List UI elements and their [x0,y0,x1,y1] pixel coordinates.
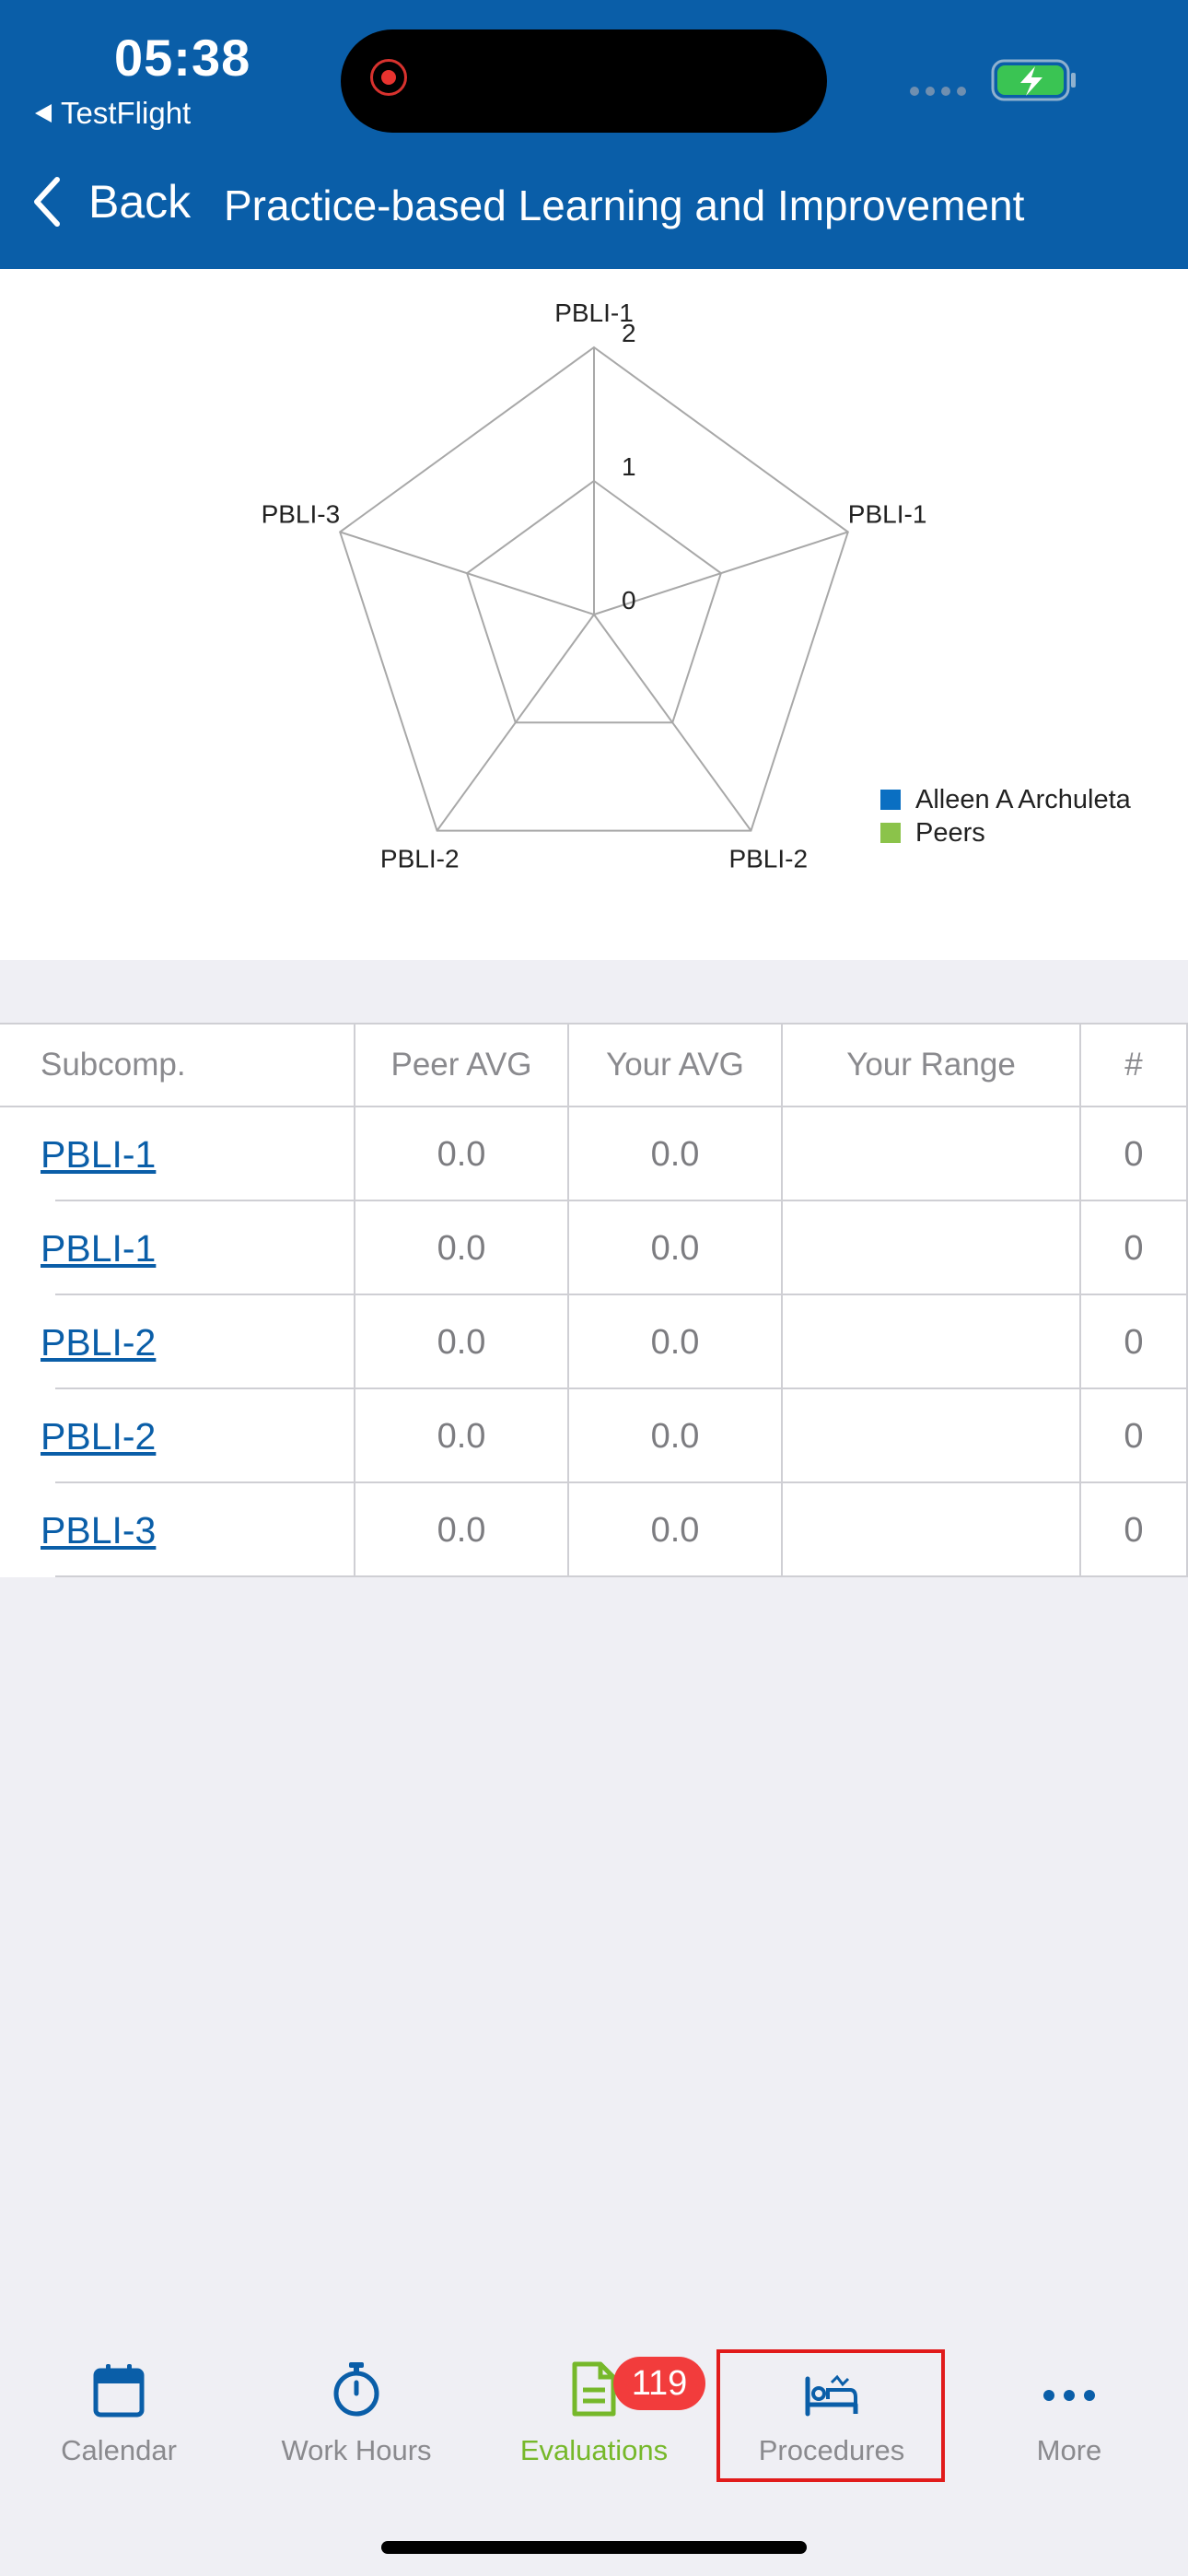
subcomp-link[interactable]: PBLI-1 [41,1226,157,1270]
radar-axis-label: PBLI-2 [728,845,808,873]
recording-icon [370,59,407,96]
subcompetency-table: Subcomp. Peer AVG Your AVG Your Range # … [0,1023,1188,1577]
tab-label: Evaluations [519,2434,669,2466]
radar-scale-label: 0 [622,586,636,615]
header-your-avg: Your AVG [569,1025,783,1106]
procedures-highlight-box [716,2349,945,2482]
tab-bar: Calendar Work Hours Evaluations 119 [0,2322,1188,2576]
radar-spoke [593,531,849,615]
legend-swatch [880,790,901,810]
cell-your-range [783,1483,1081,1577]
back-arrow-icon [35,104,52,123]
cell-count: 0 [1081,1483,1188,1577]
cell-count: 0 [1081,1295,1188,1389]
radar-axis-label: PBLI-3 [262,499,341,528]
tab-label: Work Hours [281,2434,432,2466]
cell-your-range [783,1295,1081,1389]
cell-your-avg: 0.0 [569,1107,783,1201]
cell-your-range [783,1389,1081,1483]
cell-count: 0 [1081,1201,1188,1295]
cell-peer-avg: 0.0 [355,1389,569,1483]
calendar-icon [93,2364,145,2418]
table-row: PBLI-2 0.0 0.0 0 [0,1389,1188,1483]
cell-count: 0 [1081,1389,1188,1483]
header-subcomp: Subcomp. [0,1025,355,1106]
table-row: PBLI-3 0.0 0.0 0 [0,1483,1188,1577]
subcomp-link[interactable]: PBLI-3 [41,1508,157,1551]
hospital-bed-icon [805,2374,858,2417]
more-dots-icon [1043,2390,1095,2401]
radar-chart-svg: 012PBLI-1PBLI-1PBLI-2PBLI-2PBLI-3Alleen … [262,299,1132,873]
battery-charging-icon [991,59,1077,106]
stopwatch-icon [333,2362,379,2417]
tab-procedures[interactable]: Procedures [713,2322,950,2488]
back-app-label: TestFlight [61,96,192,130]
radar-chart: 0 1 2 PBLI-1 PBLI-1 PBLI-2 PBLI-2 PBLI-3 Alleen … [0,269,1188,960]
cell-subcomp[interactable]: PBLI-2 [0,1295,355,1389]
cell-peer-avg: 0.0 [355,1483,569,1577]
tab-evaluations[interactable]: Evaluations [475,2322,713,2488]
cell-peer-avg: 0.0 [355,1107,569,1201]
radar-axis-label: PBLI-1 [554,299,634,327]
back-to-app-link[interactable]: TestFlight [35,96,191,131]
table-row: PBLI-1 0.0 0.0 0 [0,1107,1188,1201]
radar-scale-label: 1 [622,452,636,481]
cellular-signal-icon [910,87,966,96]
dynamic-island [341,29,827,133]
header-count: # [1081,1025,1188,1106]
radar-grid-ring [465,479,723,724]
radar-axis-label: PBLI-1 [848,499,927,528]
cell-peer-avg: 0.0 [355,1201,569,1295]
tab-label: Calendar [61,2434,177,2466]
cell-your-range [783,1201,1081,1295]
chevron-left-icon [34,177,60,227]
navigation-header: 05:38 TestFlight Back Practice-based Lea… [0,0,1188,269]
legend-label: Peers [915,818,985,848]
tab-calendar[interactable]: Calendar [0,2322,238,2488]
cell-your-range [783,1107,1081,1201]
legend-swatch [880,823,901,843]
tab-work-hours[interactable]: Work Hours [238,2322,475,2488]
cell-peer-avg: 0.0 [355,1295,569,1389]
subcomp-link[interactable]: PBLI-1 [41,1132,157,1176]
cell-subcomp[interactable]: PBLI-1 [0,1107,355,1201]
cell-your-avg: 0.0 [569,1483,783,1577]
cell-subcomp[interactable]: PBLI-1 [0,1201,355,1295]
radar-scale-label: 2 [622,319,636,347]
radar-spoke [339,531,595,615]
cell-your-avg: 0.0 [569,1201,783,1295]
cell-subcomp[interactable]: PBLI-3 [0,1483,355,1577]
table-row: PBLI-1 0.0 0.0 0 [0,1201,1188,1295]
page-title: Practice-based Learning and Improvement [224,181,1025,229]
radar-spoke [593,614,752,832]
back-label: Back [88,176,192,228]
cell-your-avg: 0.0 [569,1389,783,1483]
cell-count: 0 [1081,1107,1188,1201]
cell-subcomp[interactable]: PBLI-2 [0,1389,355,1483]
tab-label: Procedures [758,2434,905,2466]
tab-label: More [1036,2434,1102,2466]
header-peer-avg: Peer AVG [355,1025,569,1106]
subcomp-link[interactable]: PBLI-2 [41,1320,157,1364]
subcomp-link[interactable]: PBLI-2 [41,1414,157,1458]
home-indicator [381,2541,807,2554]
document-icon [572,2361,616,2417]
evaluations-badge: 119 [613,2357,705,2410]
legend-label: Alleen A Archuleta [915,785,1132,814]
table-row: PBLI-2 0.0 0.0 0 [0,1295,1188,1389]
radar-spoke [436,614,595,832]
tab-more[interactable]: More [950,2322,1188,2488]
status-time: 05:38 [114,29,251,87]
radar-grid-ring [339,345,849,832]
header-your-range: Your Range [783,1025,1081,1106]
back-button[interactable]: Back [33,175,191,228]
table-header-row: Subcomp. Peer AVG Your AVG Your Range # [0,1023,1188,1107]
cell-your-avg: 0.0 [569,1295,783,1389]
radar-axis-label: PBLI-2 [380,845,460,873]
